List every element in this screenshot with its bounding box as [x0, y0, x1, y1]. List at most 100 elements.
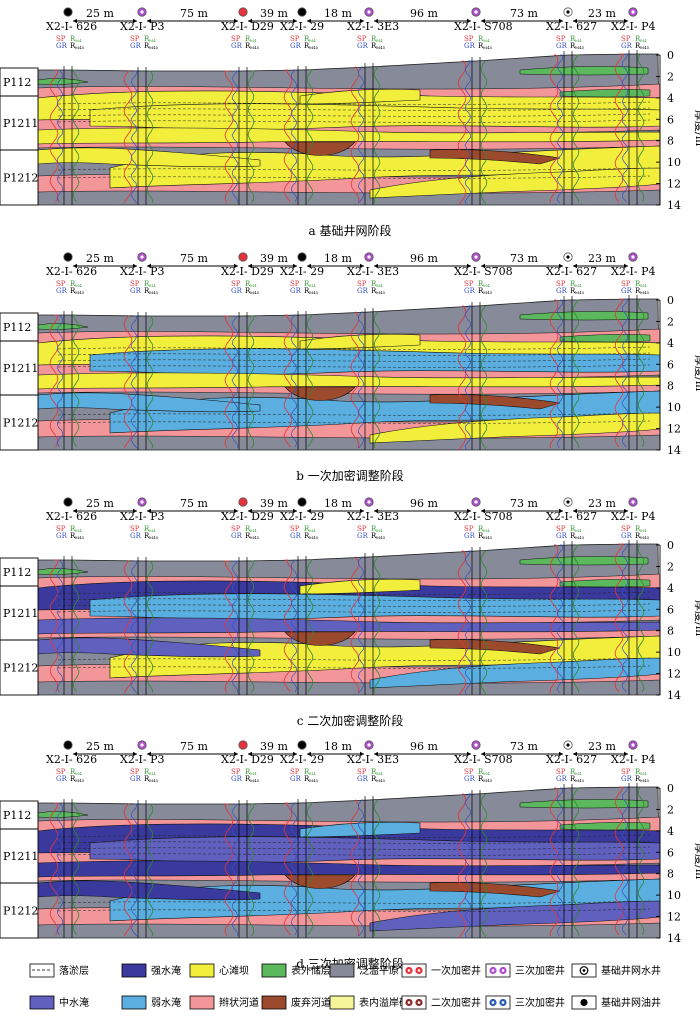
axis-tick-label: 10: [667, 156, 681, 169]
r-m4-label: R: [245, 768, 251, 776]
r-m45-sub: M45: [640, 290, 650, 295]
well-marker-core: [631, 10, 635, 14]
gr-curve: [130, 70, 138, 204]
gr-curve: [556, 299, 564, 449]
distance-arrow: [360, 263, 364, 269]
r-m45-sub: M45: [575, 778, 585, 783]
r-m4-sub: M4: [309, 771, 316, 776]
well-name: X2-Ⅰ- P3: [120, 510, 165, 523]
sp-label: SP: [556, 280, 566, 288]
distance-arrow: [573, 18, 577, 24]
resistivity-curve: [306, 802, 314, 936]
axis-tick-label: 4: [667, 92, 674, 105]
resistivity-curve: [247, 803, 255, 937]
legend-dot-core: [491, 1001, 495, 1004]
silt-layer: [57, 167, 651, 171]
distance-arrow: [248, 508, 252, 514]
r-m4-label: R: [70, 768, 76, 776]
resistivity-curve: [146, 803, 154, 937]
r-m4-sub: M4: [309, 38, 316, 43]
legend-swatch: [329, 963, 355, 978]
well-name: X2-Ⅰ- P4: [611, 753, 656, 766]
panel-caption: c 二次加密调整阶段: [296, 714, 404, 728]
well-marker-core: [566, 743, 570, 747]
legend-label: 三次加密井: [515, 964, 565, 977]
distance-arrow: [234, 18, 238, 24]
r-m4-label: R: [245, 525, 251, 533]
resistivity-curve: [637, 786, 645, 936]
r-m4-sub: M4: [376, 528, 383, 533]
well-marker: [238, 497, 248, 507]
axis-tick-label: 12: [667, 178, 681, 191]
r-m45-sub: M45: [75, 290, 85, 295]
axis-tick-label: 14: [667, 932, 681, 945]
r-m45-sub: M45: [575, 535, 585, 540]
r-m4-sub: M4: [149, 528, 156, 533]
well-name: X2-Ⅰ- 626: [46, 753, 97, 766]
distance-label: 73 m: [510, 740, 538, 753]
well-marker-core: [367, 500, 371, 504]
gr-curve: [621, 786, 629, 936]
distance-arrow: [293, 751, 297, 757]
axis-tick-label: 10: [667, 646, 681, 659]
distance-label: 75 m: [180, 252, 208, 265]
axis-tick-label: 6: [667, 113, 674, 126]
distance-label: 23 m: [588, 497, 616, 510]
distance-label: 96 m: [410, 7, 438, 20]
well-marker: [297, 497, 307, 507]
resistivity-curve: [306, 69, 314, 203]
layer-column: [0, 557, 39, 696]
legend-swatch: [29, 995, 55, 1010]
well-marker-core: [566, 255, 570, 259]
well-marker-core: [566, 10, 570, 14]
distance-label: 23 m: [588, 252, 616, 265]
well-name: X2-Ⅰ- P4: [611, 510, 656, 523]
gr-curve: [464, 793, 472, 939]
gr-label: GR: [231, 775, 243, 783]
gr-label: GR: [621, 42, 633, 50]
r-m4-label: R: [245, 280, 251, 288]
distance-label: 18 m: [324, 497, 352, 510]
r-m4-sub: M4: [483, 283, 490, 288]
well-name: X2-Ⅰ- 3E3: [347, 510, 399, 523]
well-marker-core: [566, 500, 570, 504]
r-m4-sub: M4: [75, 283, 82, 288]
distance-arrow: [559, 263, 563, 269]
r-m4-label: R: [478, 280, 484, 288]
sp-label: SP: [556, 768, 566, 776]
layer-name: P112: [3, 566, 31, 579]
r-m45-sub: M45: [640, 45, 650, 50]
r-m4-sub: M4: [250, 771, 257, 776]
r-m45-sub: M45: [250, 535, 260, 540]
legend: 落淤层 强水淹 心滩坝 表外储层 泛滥平原 一次加密井 三次加密井 基础井网水井中水淹 弱水淹辫…: [29, 963, 661, 1010]
panel-c: X2-Ⅰ- 626 SP GR R M4 R M45 X2-Ⅰ- P3 SP GR R M4 R M45 X…: [0, 490, 700, 730]
r-m4-label: R: [70, 280, 76, 288]
layer-name: P112: [3, 76, 31, 89]
panel-a: X2-Ⅰ- 626 SP GR R M4 R M45 X2-Ⅰ- P3 SP GR R M4 R M45 X…: [0, 0, 700, 240]
sp-curve: [549, 299, 559, 449]
sp-curve: [350, 556, 360, 694]
layer-name: P112: [3, 321, 31, 334]
layer-name: P112: [3, 809, 31, 822]
r-m4-sub: M4: [575, 38, 582, 43]
layer-name: P1212: [3, 417, 38, 430]
sp-label: SP: [231, 280, 241, 288]
layer-name: P1211: [3, 607, 38, 620]
r-m45-label: R: [570, 532, 576, 540]
well-name: X2-Ⅰ- S708: [454, 265, 513, 278]
r-m45-label: R: [304, 42, 310, 50]
gr-label: GR: [464, 775, 476, 783]
axis-title: 厚度/m: [693, 600, 700, 637]
r-m4-sub: M4: [149, 283, 156, 288]
sp-label: SP: [357, 35, 367, 43]
well-marker: [63, 252, 73, 262]
well-name: X2-Ⅰ- 626: [46, 265, 97, 278]
abandoned-channel: [429, 149, 561, 165]
well-marker: [63, 740, 73, 750]
sp-label: SP: [621, 768, 631, 776]
resistivity-curve: [637, 543, 645, 693]
gr-label: GR: [357, 287, 369, 295]
well-marker: [238, 740, 248, 750]
legend-label: 基础井网油井: [601, 996, 661, 1009]
r-m45-label: R: [144, 532, 150, 540]
